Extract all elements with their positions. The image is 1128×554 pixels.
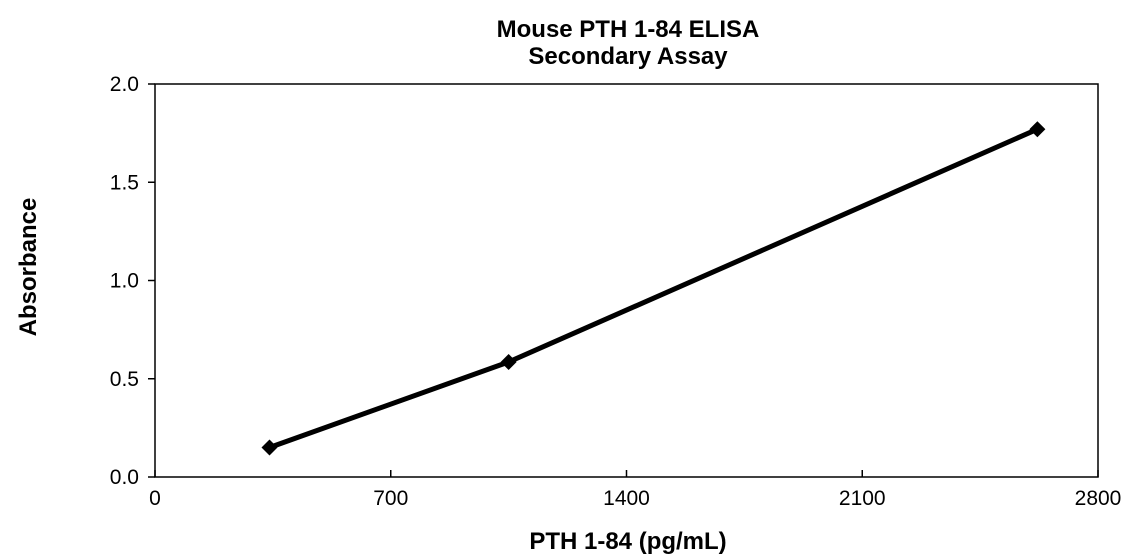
data-point-marker — [261, 439, 278, 456]
x-tick-label: 700 — [373, 487, 408, 510]
y-tick-label: 0.0 — [110, 466, 139, 489]
x-tick-label: 1400 — [603, 487, 650, 510]
chart-title-line-1: Mouse PTH 1-84 ELISA — [497, 16, 760, 43]
x-tick-label: 2800 — [1075, 487, 1122, 510]
data-point-marker — [500, 354, 517, 371]
y-axis-ticks: 0.0 0.5 1.0 1.5 2.0 — [110, 73, 155, 489]
y-tick-label: 2.0 — [110, 73, 139, 96]
plot-area-frame — [154, 83, 1099, 478]
x-tick-label: 0 — [149, 487, 161, 510]
x-axis-ticks: 0 700 1400 2100 2800 — [149, 470, 1121, 510]
series-layer — [261, 121, 1046, 456]
x-tick-label: 2100 — [839, 487, 886, 510]
data-point-marker — [1029, 121, 1046, 138]
y-tick-label: 1.5 — [110, 171, 139, 194]
series-line — [267, 126, 1040, 450]
x-axis-label: PTH 1-84 (pg/mL) — [529, 528, 726, 554]
chart-title-line-2: Secondary Assay — [528, 43, 728, 70]
y-axis-label: Absorbance — [15, 198, 42, 337]
y-tick-label: 0.5 — [110, 368, 139, 391]
y-tick-label: 1.0 — [110, 270, 139, 293]
